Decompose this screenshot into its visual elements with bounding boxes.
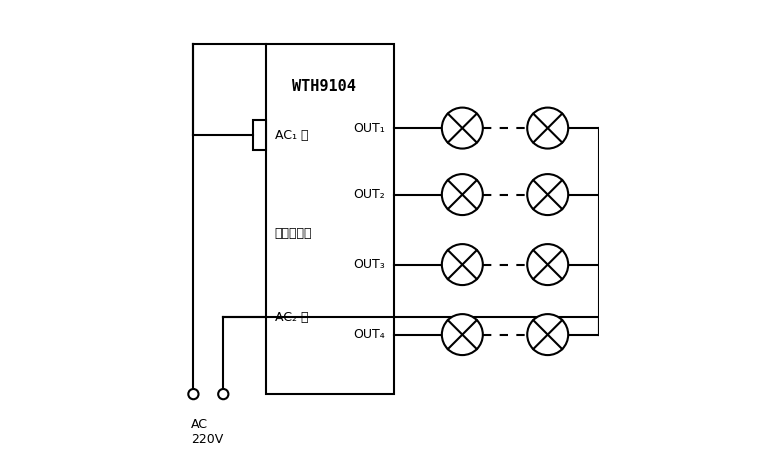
Text: AC₁ 入: AC₁ 入 bbox=[274, 128, 308, 141]
Text: WTH9104: WTH9104 bbox=[291, 79, 355, 93]
Circle shape bbox=[442, 314, 483, 355]
Text: AC₂ 入: AC₂ 入 bbox=[274, 311, 308, 324]
Circle shape bbox=[527, 174, 568, 215]
Circle shape bbox=[218, 389, 228, 399]
Text: 灯串公共端: 灯串公共端 bbox=[274, 227, 312, 240]
Bar bbox=[266, 44, 394, 394]
Circle shape bbox=[527, 314, 568, 355]
Circle shape bbox=[442, 108, 483, 149]
Text: OUT₃: OUT₃ bbox=[354, 258, 386, 271]
Circle shape bbox=[442, 244, 483, 285]
Bar bbox=[253, 120, 266, 150]
Text: AC
220V: AC 220V bbox=[191, 418, 224, 445]
Text: OUT₁: OUT₁ bbox=[354, 122, 386, 135]
Circle shape bbox=[527, 244, 568, 285]
Text: OUT₄: OUT₄ bbox=[354, 328, 386, 341]
Text: OUT₂: OUT₂ bbox=[354, 188, 386, 201]
Circle shape bbox=[527, 108, 568, 149]
Circle shape bbox=[188, 389, 199, 399]
Circle shape bbox=[442, 174, 483, 215]
